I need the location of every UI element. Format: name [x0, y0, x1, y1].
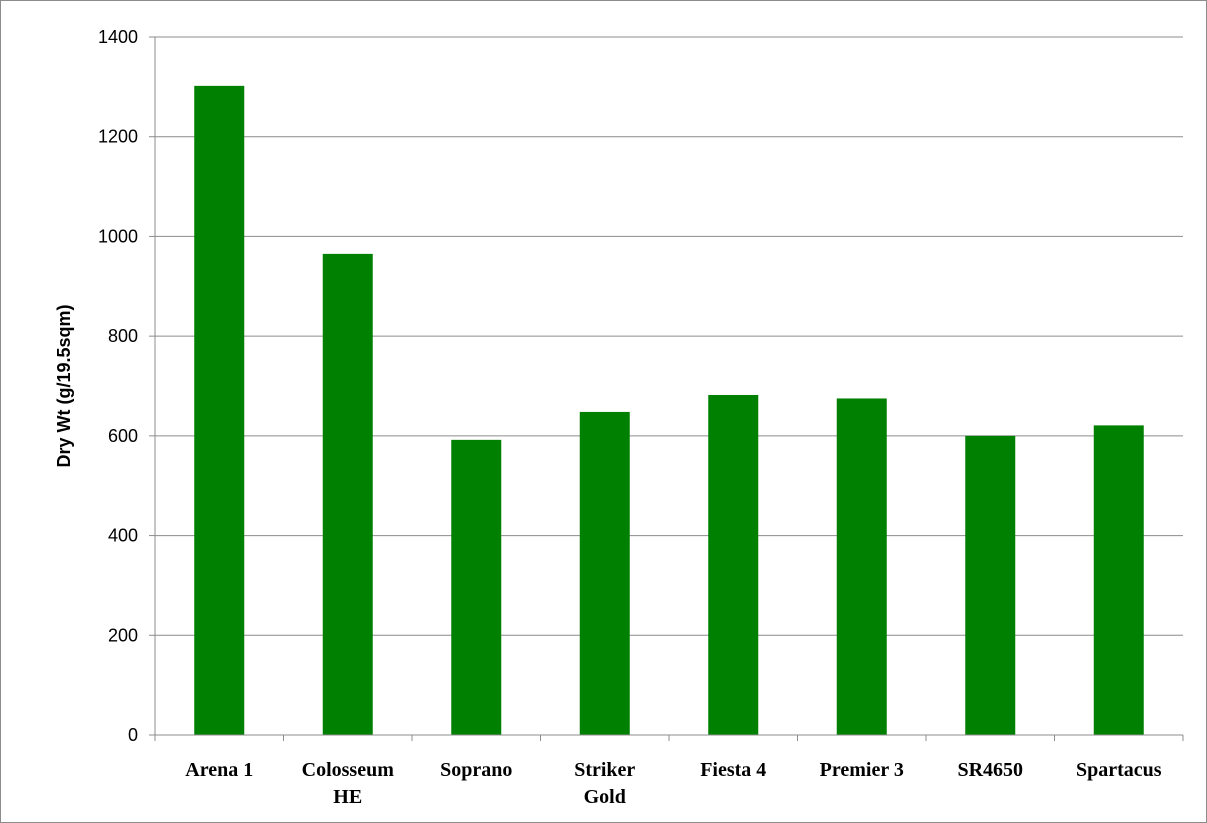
bar [965, 435, 1016, 735]
x-tick-label: Colosseum HE [302, 759, 395, 808]
x-tick-label-line: Fiesta 4 [700, 759, 766, 781]
x-tick-label: SR4650 [957, 759, 1023, 781]
x-tick-label-line: Colosseum [302, 759, 395, 781]
bar [579, 411, 630, 735]
x-tick-labels: Arena 1 Colosseum HE Soprano Striker Gold Fies… [185, 759, 1161, 808]
bar [1093, 425, 1144, 735]
y-tick-label: 0 [128, 725, 138, 745]
y-tick-label: 400 [108, 526, 138, 546]
y-tick-label: 800 [108, 326, 138, 346]
bars [194, 85, 1144, 736]
x-tick-label: Premier 3 [820, 759, 904, 781]
bar [322, 253, 373, 735]
y-tick-label: 200 [108, 625, 138, 645]
y-axis-title: Dry Wt (g/19.5sqm) [54, 304, 74, 467]
x-tick-label-line: Striker [574, 759, 635, 781]
x-tick-label-line: HE [333, 786, 362, 808]
bar [836, 398, 887, 735]
x-tick-label-line: SR4650 [957, 759, 1023, 781]
x-tick-label-line: Gold [584, 786, 626, 808]
x-tick-label-line: Arena 1 [185, 759, 253, 781]
x-tick-label: Spartacus [1076, 759, 1162, 781]
y-tick-labels: 0 200 400 600 800 1000 1200 1400 [98, 27, 138, 745]
x-tick-label-line: Spartacus [1076, 759, 1162, 781]
bar [451, 439, 502, 735]
x-tick-label-line: Premier 3 [820, 759, 904, 781]
y-tick-label: 600 [108, 426, 138, 446]
bar [194, 85, 245, 736]
x-tick-label: Fiesta 4 [700, 759, 766, 781]
y-tick-label: 1400 [98, 27, 138, 47]
x-tick-label: Soprano [440, 759, 512, 781]
bar [708, 394, 759, 735]
axes [149, 36, 1184, 741]
x-tick-label-line: Soprano [440, 759, 512, 781]
x-tick-label: Striker Gold [574, 759, 635, 808]
gridlines [155, 36, 1183, 636]
x-tick-label: Arena 1 [185, 759, 253, 781]
y-tick-label: 1200 [98, 127, 138, 147]
y-tick-label: 1000 [98, 226, 138, 246]
